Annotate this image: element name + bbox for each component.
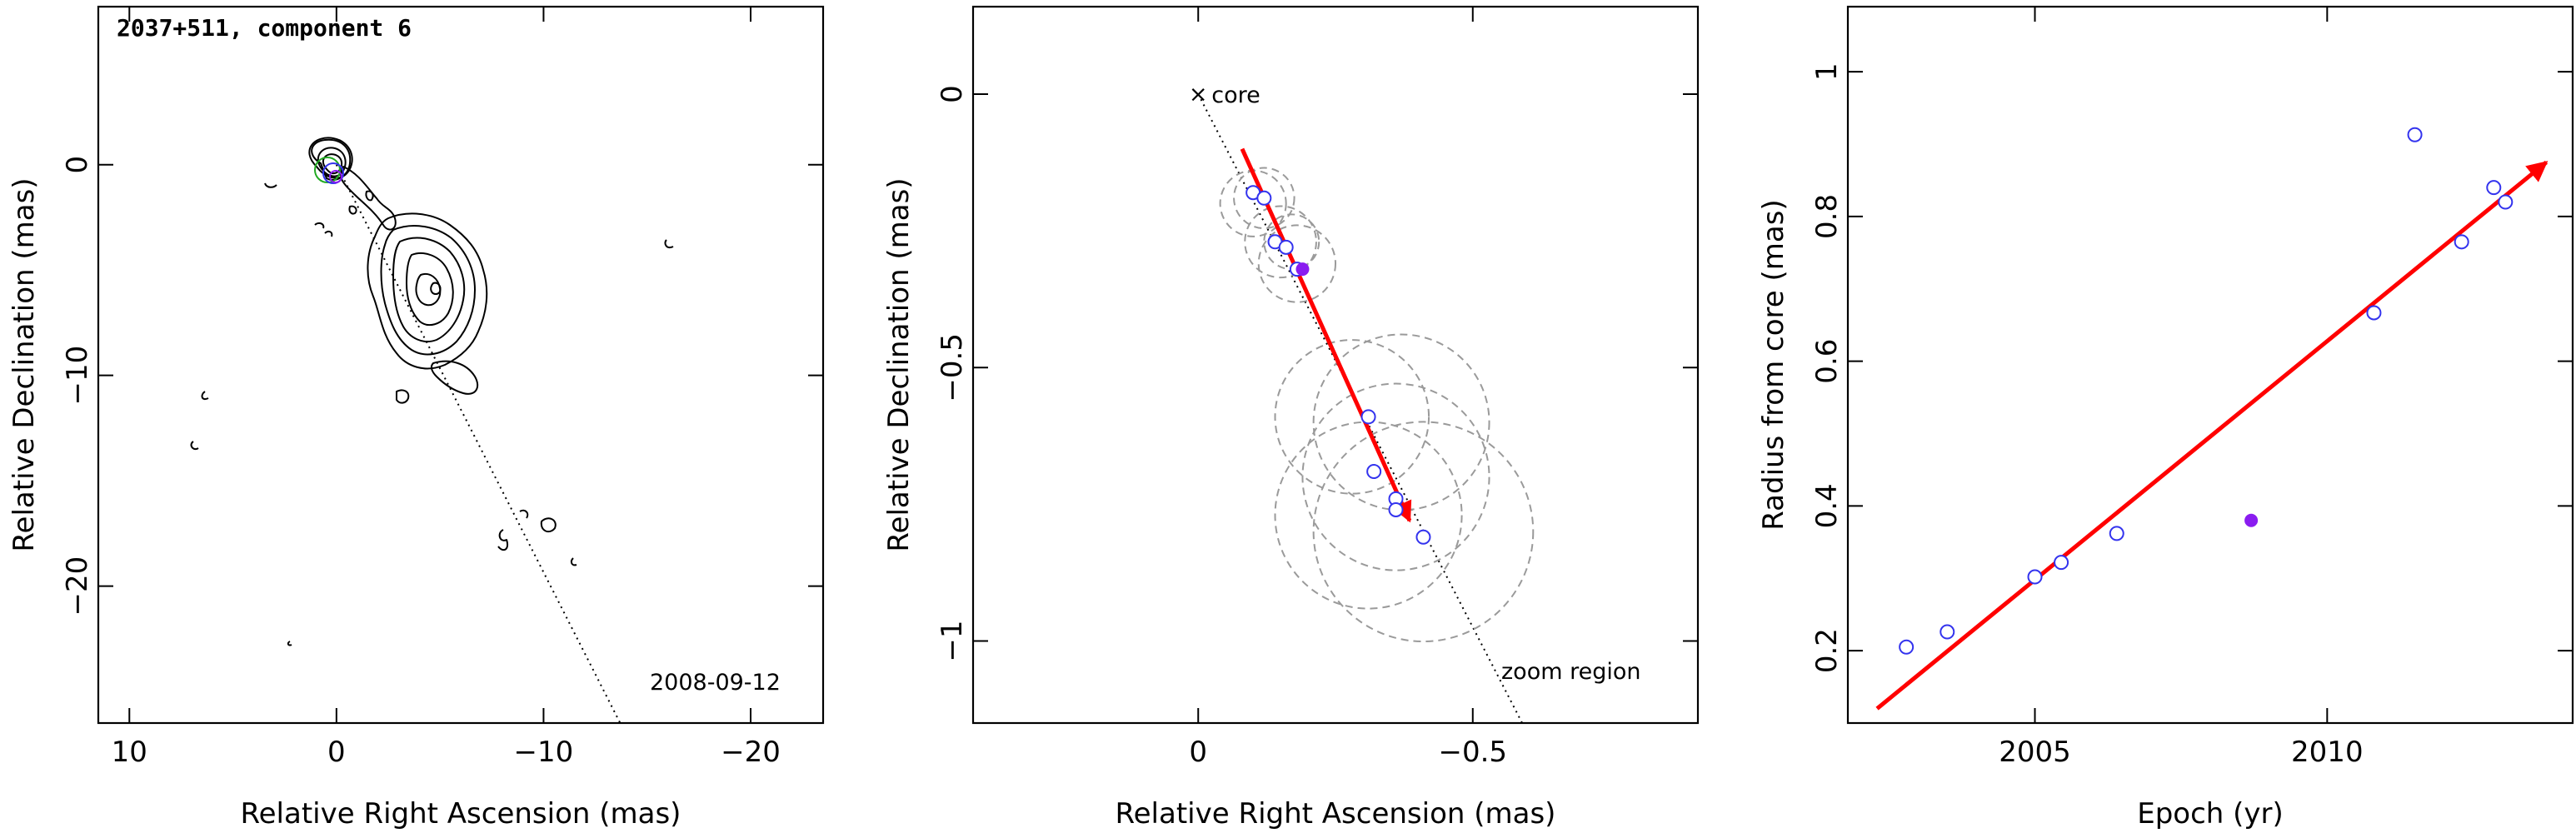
contour-y-tick-label: 0 [61,156,94,174]
model-circle [1257,224,1337,303]
position-marker [1388,501,1404,517]
radius-point [2366,305,2382,321]
zoom-x-axis-label: Relative Right Ascension (mas) [1116,797,1556,831]
jet-contours [190,137,674,646]
contour-y-tick-label: −20 [61,556,94,616]
model-circle [1274,339,1430,495]
contour-panel-title: 2037+511, component 6 [117,14,412,42]
epoch-date-label: 2008-09-12 [650,670,781,696]
highlighted-position-marker [1295,262,1310,277]
position-marker [1360,409,1376,425]
component-positions [1246,185,1431,545]
radius-panel-ticks: 2005 2010 0.2 0.4 0.6 0.8 1 [1810,7,2573,769]
zoom-y-tick-label: −0.5 [936,333,969,402]
contour-x-tick-label: −20 [721,736,781,769]
model-circle [1274,421,1463,610]
position-marker [1366,464,1382,480]
radius-point [1899,639,1915,655]
core-label: core [1211,82,1260,108]
highlighted-radius-point [2244,513,2259,527]
contour-y-axis-label: Relative Declination (mas) [7,177,41,551]
zoom-x-tick-label: 0 [1189,736,1207,769]
zoom-y-tick-label: 0 [936,85,969,103]
radius-point [1939,624,1955,640]
contour-panel-frame [97,5,825,725]
zoom-panel-frame [971,5,1700,725]
zoom-y-axis-label: Relative Declination (mas) [882,177,916,551]
radius-point [2498,194,2514,210]
contour-trajectory-line [335,164,622,724]
radius-y-tick-label: 0.2 [1810,628,1844,673]
radius-trend-arrow [1875,160,2549,711]
model-circle [1244,205,1317,279]
radius-point [2109,526,2124,541]
contour-y-tick-label: −10 [61,346,94,406]
radius-point [2454,234,2469,250]
contour-x-tick-label: 0 [327,736,346,769]
contour-x-tick-label: −10 [514,736,574,769]
radius-point [2054,555,2069,571]
zoom-x-tick-label: −0.5 [1438,736,1507,769]
contour-x-tick-label: 10 [112,736,147,769]
zoom-panel-ticks: 0 −0.5 0 −0.5 −1 [936,7,1698,769]
radius-point [2407,127,2423,142]
radius-y-tick-label: 0.6 [1810,339,1844,384]
core-marker: × [1189,82,1208,107]
model-circle [1312,421,1535,643]
radius-y-tick-label: 0.4 [1810,483,1844,528]
model-circle [1301,382,1490,571]
radius-y-axis-label: Radius from core (mas) [1757,199,1790,530]
radius-point [2027,569,2043,585]
radius-y-tick-label: 0.8 [1810,194,1844,239]
contour-x-axis-label: Relative Right Ascension (mas) [241,797,681,831]
radius-data-points [1899,127,2514,655]
radius-x-tick-label: 2010 [2291,736,2364,769]
contour-panel: 10 0 −10 −20 0 −10 −20 [7,5,825,831]
radius-x-tick-label: 2005 [1999,736,2071,769]
position-marker [1256,190,1272,206]
zoom-panel: 0 −0.5 0 −0.5 −1 × core zoom region Relative… [882,5,1700,831]
position-marker [1415,529,1431,545]
zoom-region-label: zoom region [1501,659,1640,685]
contour-panel-ticks: 10 0 −10 −20 0 −10 −20 [61,7,823,769]
radius-epoch-panel: 2005 2010 0.2 0.4 0.6 0.8 1 Epoch (yr) Radius … [1757,5,2574,831]
radius-panel-frame [1846,5,2574,725]
core-component-fits [314,157,344,184]
model-circle [1233,167,1295,230]
zoom-trend-arrow [1240,147,1412,523]
radius-y-tick-label: 1 [1810,62,1844,81]
model-circle [1312,333,1490,511]
position-marker [1278,239,1294,255]
radius-x-axis-label: Epoch (yr) [2137,797,2284,831]
radius-point [2486,180,2502,196]
model-component-circles [1219,167,1535,643]
zoom-y-tick-label: −1 [936,620,969,661]
